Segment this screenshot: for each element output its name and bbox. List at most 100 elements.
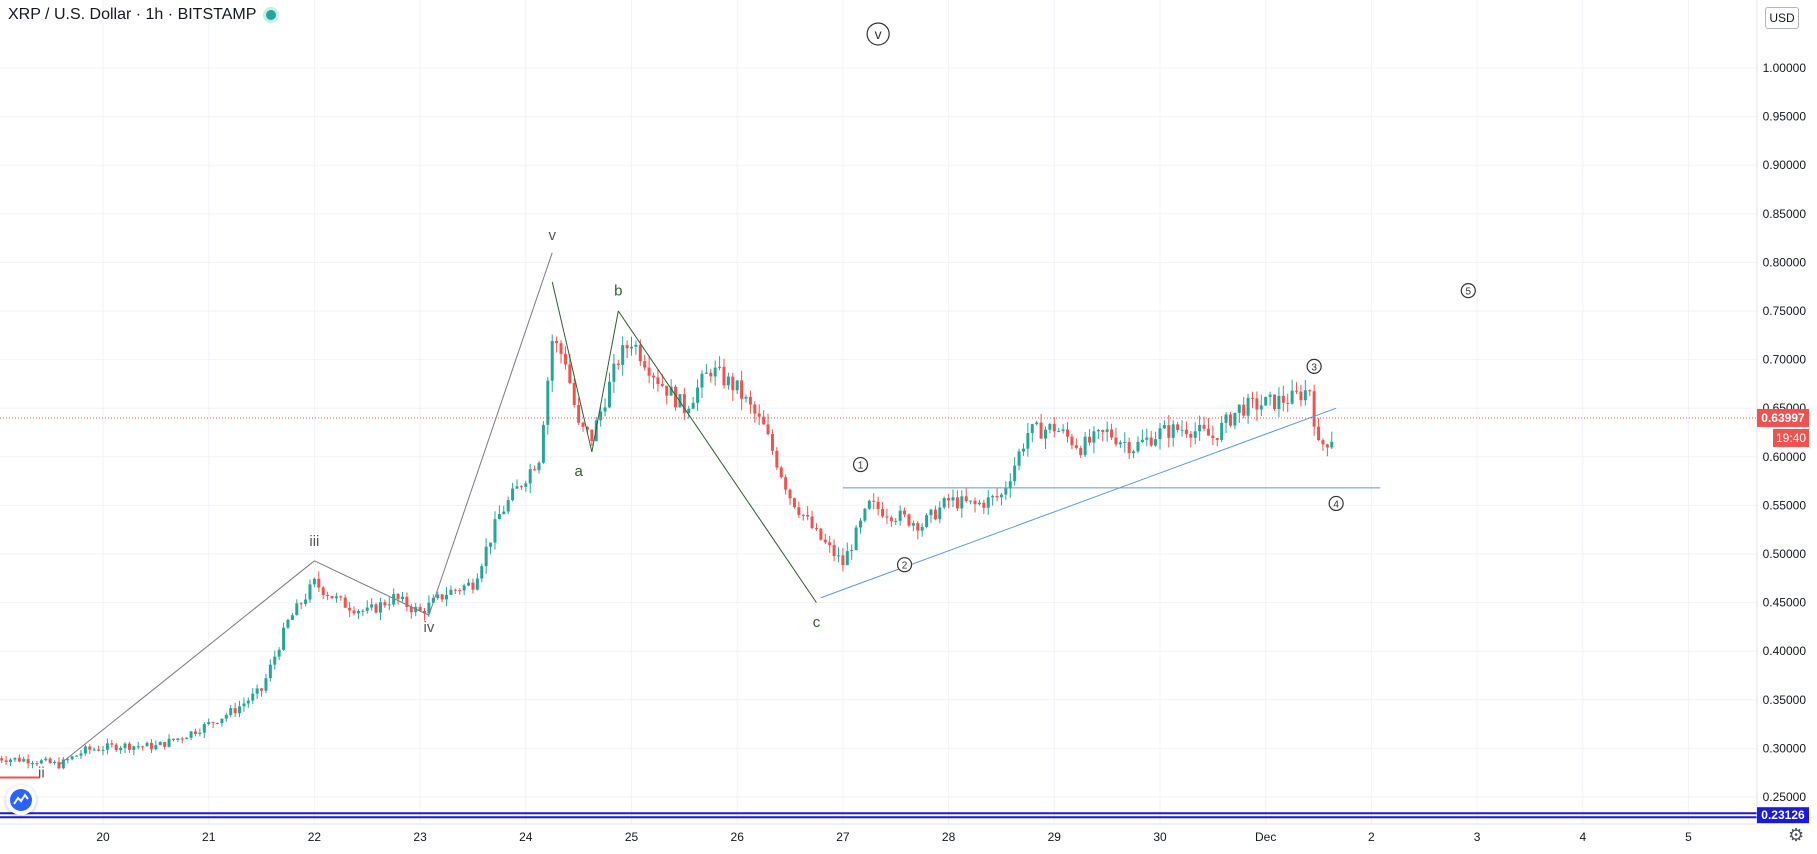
- candle-body: [599, 411, 603, 421]
- candle-body: [70, 756, 74, 760]
- tradingview-logo-icon[interactable]: [6, 785, 36, 815]
- candle-body: [1096, 430, 1100, 432]
- candle-body: [1083, 436, 1087, 456]
- candle-body: [295, 603, 299, 616]
- candle-body: [1013, 465, 1017, 482]
- candle-body: [343, 597, 347, 608]
- bottom-level-badge: [1757, 807, 1809, 824]
- candle-body: [1066, 429, 1070, 437]
- circled-label-ring: [1328, 495, 1344, 512]
- trendline: [820, 407, 1337, 599]
- candle-body: [999, 494, 1003, 498]
- interval-label[interactable]: 1h: [145, 6, 164, 23]
- candle-body: [1004, 488, 1008, 495]
- price-tick-label: 0.60000: [1763, 450, 1807, 464]
- candle-body: [757, 413, 761, 417]
- bottom-level-value: 0.23126: [1761, 808, 1805, 822]
- candle-body: [947, 498, 951, 501]
- abc-line: [617, 310, 817, 603]
- currency-button[interactable]: USD: [1765, 7, 1799, 29]
- circled-label: 5: [1466, 287, 1472, 298]
- abc-label: b: [614, 282, 622, 299]
- candle-body: [977, 502, 981, 505]
- candle-body: [674, 386, 678, 408]
- candle-body: [652, 375, 656, 378]
- candle-body: [625, 345, 629, 349]
- candle-body: [973, 500, 977, 505]
- time-tick-label: 28: [942, 830, 956, 844]
- candle-body: [572, 383, 576, 406]
- price-tick-label: 0.40000: [1763, 644, 1807, 658]
- price-tick-label: 0.85000: [1763, 207, 1807, 221]
- price-axis[interactable]: 1.00000 0.95000 0.90000 0.85000 0.80000 0.750…: [1756, 0, 1809, 824]
- candle-body: [308, 584, 312, 600]
- candle-body: [559, 343, 563, 354]
- candle-body: [1158, 428, 1162, 440]
- candle-body: [268, 664, 272, 679]
- circled-label: 4: [1333, 499, 1339, 510]
- time-axis[interactable]: 20 21 22 23 24 25 26 27 28 29 30 Dec 2 3 4 5: [0, 823, 1757, 844]
- candle-body: [193, 731, 197, 734]
- candle-body: [907, 514, 911, 526]
- circled-label-ring: [866, 22, 890, 46]
- abc-line: [551, 281, 593, 453]
- time-tick-label: 20: [96, 830, 110, 844]
- candle-body: [867, 500, 871, 509]
- candle-body: [1325, 444, 1329, 448]
- candle-body: [61, 759, 65, 769]
- candle-body: [1202, 424, 1206, 429]
- candle-body: [132, 746, 136, 750]
- time-tick-label: 23: [413, 830, 427, 844]
- circled-label: v: [875, 26, 882, 42]
- candle-body: [607, 381, 611, 408]
- candle-body: [810, 516, 814, 529]
- candle-body: [387, 604, 391, 606]
- time-tick-label: 4: [1579, 830, 1586, 844]
- candle-body: [1140, 439, 1144, 442]
- settings-gear-icon[interactable]: ⚙: [1788, 825, 1805, 845]
- candle-body: [238, 706, 242, 714]
- price-tick-label: 0.25000: [1763, 790, 1807, 804]
- candle-body: [273, 656, 277, 665]
- candle-body: [643, 361, 647, 368]
- candle-body: [220, 718, 224, 724]
- candle-body: [9, 759, 13, 763]
- candle-body: [326, 595, 330, 597]
- candle-body: [704, 372, 708, 374]
- candle-body: [216, 722, 220, 724]
- candle-body: [955, 497, 959, 509]
- candle-body: [696, 387, 700, 403]
- candle-body: [669, 386, 673, 396]
- candle-body: [163, 742, 167, 747]
- candle-body: [894, 520, 898, 522]
- candle-body: [1048, 423, 1052, 430]
- circled-label: 1: [858, 461, 864, 472]
- candle-body: [1268, 394, 1272, 397]
- candle-body: [1237, 404, 1241, 413]
- candle-body: [682, 394, 686, 414]
- candle-body: [938, 507, 942, 520]
- candle-body: [920, 526, 924, 531]
- candle-body: [541, 424, 545, 463]
- candle-body: [1114, 437, 1118, 445]
- candle-body: [1079, 448, 1083, 456]
- candle-body: [1136, 441, 1140, 452]
- symbol-header: XRP / U.S. Dollar · 1h · BITSTAMP: [8, 6, 277, 24]
- candle-body: [22, 759, 26, 762]
- candle-body: [775, 450, 779, 468]
- candle-body: [616, 363, 620, 365]
- candle-body: [370, 604, 374, 608]
- candle-body: [1145, 437, 1149, 440]
- candle-body: [154, 745, 158, 750]
- candle-body: [88, 746, 92, 750]
- candle-body: [872, 500, 876, 502]
- candle-body: [119, 747, 123, 751]
- candle-body: [1198, 424, 1202, 432]
- time-tick-label: 3: [1474, 830, 1481, 844]
- price-tick-label: 0.75000: [1763, 304, 1807, 318]
- candle-body: [123, 743, 127, 748]
- candle-body: [1255, 398, 1259, 410]
- market-status-icon[interactable]: [266, 10, 277, 20]
- candle-body: [1074, 445, 1078, 449]
